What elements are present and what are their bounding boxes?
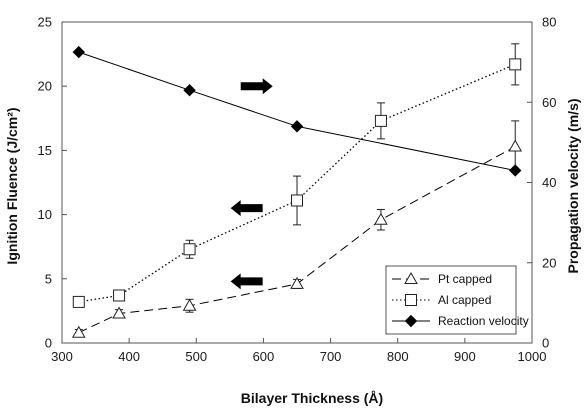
x-tick-label: 500 [185,349,207,364]
point-marker [290,276,304,289]
series-line [78,63,516,303]
x-axis-title: Bilayer Thickness (Å) [241,390,383,406]
point-marker [183,243,196,256]
legend-label: Reaction velocity [438,314,529,328]
point-marker [112,306,126,319]
left-tick-label: 10 [38,207,52,222]
x-tick-label: 900 [454,349,476,364]
legend-label: Pt capped [438,272,492,286]
series-line [78,51,516,171]
arrow-right-icon [240,78,273,95]
point-marker [182,298,197,311]
point-marker [508,139,523,152]
point-marker [404,314,418,328]
point-marker [509,164,522,177]
right-tick-label: 40 [542,175,556,190]
right-axis-title: Propagation velocity (m/s) [565,98,581,273]
left-tick-label: 25 [38,15,52,30]
x-tick-label: 300 [51,349,73,364]
point-marker [291,194,303,207]
arrow-left-icon [230,273,263,290]
legend-label: Al capped [438,293,491,307]
left-tick-label: 0 [45,336,52,351]
series-line [78,146,516,334]
point-marker [374,114,387,127]
point-marker [183,84,196,97]
point-marker [71,325,86,338]
arrow-left-icon [230,200,263,217]
x-tick-label: 1000 [518,349,547,364]
right-tick-label: 60 [542,95,556,110]
x-tick-label: 400 [118,349,140,364]
point-marker [290,120,304,133]
point-marker [405,294,417,306]
x-tick-label: 700 [320,349,342,364]
point-marker [72,295,85,308]
right-tick-label: 80 [542,15,556,30]
point-marker [113,289,126,302]
x-tick-label: 600 [253,349,275,364]
legend: Pt capped Al capped Reaction velocity [385,265,529,335]
series-reaction-velocity [72,45,522,177]
series-al-capped [72,43,522,308]
series-pt-capped [71,120,523,338]
point-marker [374,212,388,225]
point-marker [72,45,85,59]
right-tick-label: 0 [542,336,549,351]
tick-layer: 300 400 500 600 700 800 900 1000051015202502040… [38,15,557,365]
right-tick-label: 20 [542,255,556,270]
left-tick-label: 5 [45,271,52,286]
annotation-layer [230,78,273,290]
left-axis-title: Ignition Fluence (J/cm²) [4,107,20,264]
point-marker [509,58,522,71]
left-tick-label: 20 [38,79,52,94]
left-tick-label: 15 [38,143,52,158]
series-layer [71,43,523,338]
x-tick-label: 800 [387,349,409,364]
point-marker [404,271,418,284]
